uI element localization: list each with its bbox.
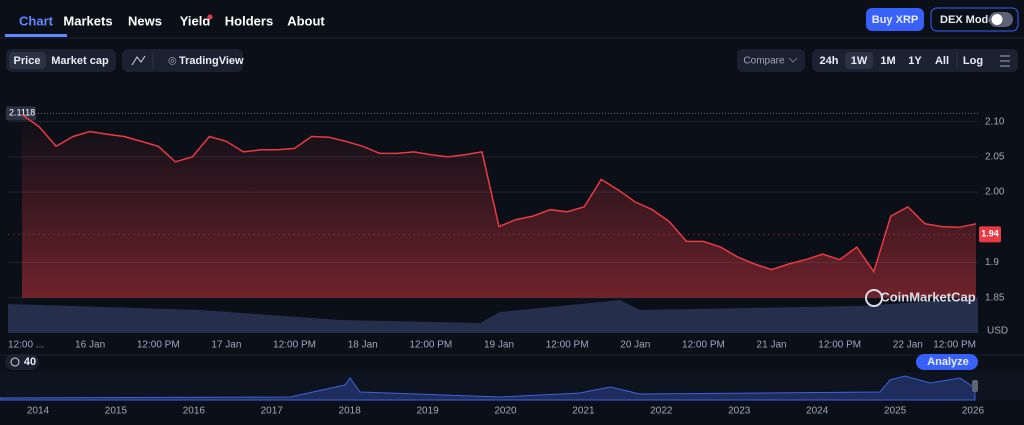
plot: 1.85 1.9 2.00 2.05 2.10 2.1118 1.94 12:00 ... 16… bbox=[6, 106, 1005, 351]
watermark: CoinMarketCap bbox=[880, 289, 975, 304]
years: 2014 2015 2016 2017 2018 2019 2020 2021 2022 2023… bbox=[27, 406, 985, 417]
nav-item[interactable]: Holders bbox=[225, 13, 273, 28]
range-active bbox=[845, 52, 873, 69]
last-label: 1.94 bbox=[981, 229, 999, 239]
x-tick-label: 21 Jan bbox=[757, 340, 787, 351]
last-badge bbox=[979, 226, 1001, 243]
navigator-handle[interactable] bbox=[972, 380, 978, 392]
x-tick-label: 22 Jan bbox=[893, 340, 923, 351]
year-label: 2023 bbox=[728, 406, 751, 417]
x-tick-label: 16 Jan bbox=[75, 340, 105, 351]
price-line bbox=[21, 113, 977, 274]
mode-active bbox=[9, 52, 46, 69]
log-toggle[interactable]: Log bbox=[963, 55, 983, 67]
range-option[interactable]: 1Y bbox=[908, 55, 922, 67]
tradingview[interactable]: TradingView bbox=[179, 55, 244, 67]
x-tick-label: 12:00 PM bbox=[933, 340, 976, 351]
x-tick-label: 12:00 PM bbox=[682, 340, 725, 351]
dex-button[interactable] bbox=[930, 7, 1019, 32]
x-tick-label: 12:00 PM bbox=[273, 340, 316, 351]
yield-dot bbox=[207, 14, 213, 20]
nav-item[interactable]: Markets bbox=[63, 13, 112, 28]
range-option[interactable]: 1W bbox=[851, 55, 868, 67]
mode-price[interactable]: Price bbox=[14, 55, 41, 67]
year-label: 2017 bbox=[261, 406, 284, 417]
indicator[interactable]: 40 bbox=[24, 356, 36, 368]
y-tick-label: 1.9 bbox=[985, 257, 999, 268]
analyze[interactable]: Analyze bbox=[927, 356, 969, 368]
x-tick-label: 17 Jan bbox=[211, 340, 241, 351]
x-tick-label: 12:00 PM bbox=[546, 340, 589, 351]
year-label: 2014 bbox=[27, 406, 50, 417]
range-option[interactable]: 1M bbox=[880, 55, 895, 67]
clock-icon bbox=[10, 357, 20, 367]
year-label: 2016 bbox=[183, 406, 206, 417]
year-label: 2015 bbox=[105, 406, 128, 417]
y-tick-label: 2.10 bbox=[985, 116, 1005, 127]
year-label: 2024 bbox=[806, 406, 829, 417]
dex-knob bbox=[991, 14, 1003, 25]
nav: Chart Markets News Yield Holders About bbox=[19, 13, 325, 28]
year-label: 2021 bbox=[572, 406, 595, 417]
y-tick-label: 2.05 bbox=[985, 152, 1005, 163]
range-option[interactable]: 24h bbox=[820, 55, 839, 67]
x-tick-label: 18 Jan bbox=[348, 340, 378, 351]
nav-item[interactable]: News bbox=[128, 13, 162, 28]
nav-item[interactable]: Yield bbox=[180, 13, 211, 28]
compare[interactable]: Compare bbox=[743, 56, 785, 67]
mode-marketcap[interactable]: Market cap bbox=[51, 55, 109, 67]
tool-group bbox=[122, 49, 243, 72]
x-tick-label: 20 Jan bbox=[620, 340, 650, 351]
settings-icon[interactable] bbox=[1000, 55, 1010, 67]
y-tick-label: 2.00 bbox=[985, 187, 1005, 198]
buy-label[interactable]: Buy XRP bbox=[872, 14, 918, 26]
active-tab-underline bbox=[5, 34, 67, 37]
x-tick-label: 19 Jan bbox=[484, 340, 514, 351]
year-label: 2019 bbox=[416, 406, 439, 417]
x-tick-label: 12:00 PM bbox=[409, 340, 452, 351]
year-label: 2018 bbox=[339, 406, 362, 417]
x-tick-label: 12:00 PM bbox=[137, 340, 180, 351]
nav-item[interactable]: About bbox=[287, 13, 325, 28]
nav-item[interactable]: Chart bbox=[19, 13, 54, 28]
analyze-button[interactable] bbox=[916, 354, 978, 370]
x-tick-label: 12:00 ... bbox=[8, 340, 44, 351]
volume-area bbox=[8, 298, 978, 333]
dex-label[interactable]: DEX Mode bbox=[940, 14, 994, 26]
unit: USD bbox=[987, 326, 1008, 337]
year-label: 2025 bbox=[884, 406, 907, 417]
tv-icon: ◎ bbox=[168, 56, 177, 67]
year-label: 2026 bbox=[962, 406, 985, 417]
buy-button[interactable] bbox=[866, 8, 924, 31]
year-label: 2022 bbox=[650, 406, 673, 417]
year-label: 2020 bbox=[494, 406, 517, 417]
compare-box[interactable] bbox=[737, 49, 805, 72]
compare-caret bbox=[788, 57, 798, 63]
line-icon[interactable] bbox=[131, 55, 146, 66]
x-tick-label: 12:00 PM bbox=[818, 340, 861, 351]
high-badge bbox=[6, 106, 36, 121]
ranges: 24h 1W 1M 1Y All bbox=[820, 55, 950, 67]
high-label: 2.1118 bbox=[9, 108, 35, 118]
range-option[interactable]: All bbox=[935, 55, 949, 67]
y-tick-label: 1.85 bbox=[985, 292, 1005, 303]
watermark-logo bbox=[865, 289, 883, 307]
line-area bbox=[22, 114, 976, 298]
